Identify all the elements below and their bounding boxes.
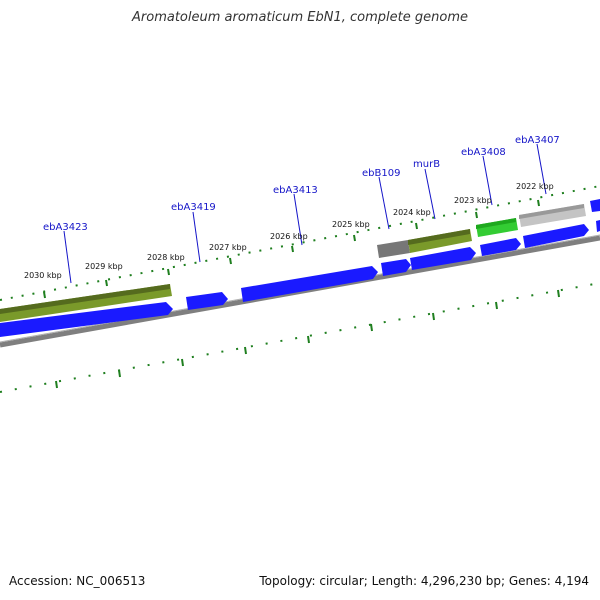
gene-track-upper [0, 199, 600, 322]
kbp-label: 2023 kbp [454, 196, 492, 205]
kbp-label: 2027 kbp [209, 243, 247, 252]
kbp-label: 2029 kbp [85, 262, 123, 271]
cds-ebA3408 [480, 238, 521, 256]
map-title: Aromatoleum aromaticum EbN1, complete ge… [132, 10, 468, 25]
cds-ebB109 [381, 259, 411, 276]
kbp-labels: 2030 kbp 2029 kbp 2028 kbp 2027 kbp 2026… [24, 182, 554, 280]
gene-label[interactable]: ebA3419 [171, 202, 216, 213]
gene-label[interactable]: ebA3408 [461, 147, 506, 158]
gene-label[interactable]: ebB109 [362, 168, 400, 179]
gene-label[interactable]: ebA3407 [515, 135, 560, 146]
cds-ebA3423 [0, 302, 173, 337]
cds-ebA3413 [241, 266, 378, 302]
kbp-label: 2022 kbp [516, 182, 554, 191]
kbp-label: 2028 kbp [147, 253, 185, 262]
gene-label[interactable]: murB [413, 159, 440, 170]
gene-labels: ebA3423 ebA3419 ebA3413 ebB109 murB ebA3… [43, 135, 560, 233]
kbp-label: 2025 kbp [332, 220, 370, 229]
kbp-label: 2026 kbp [270, 232, 308, 241]
cds-ebA3419 [186, 292, 228, 310]
gene-track-cds[interactable] [0, 220, 600, 337]
accession-text: Accession: NC_006513 [9, 574, 146, 588]
kbp-label: 2030 kbp [24, 271, 62, 280]
inner-scale-ring [0, 282, 600, 393]
label-leaders [63, 143, 547, 284]
kbp-label: 2024 kbp [393, 208, 431, 217]
gene-feature-grey-1[interactable] [377, 240, 410, 258]
topology-text: Topology: circular; Length: 4,296,230 bp… [259, 574, 589, 588]
gene-label[interactable]: ebA3413 [273, 185, 318, 196]
gene-label[interactable]: ebA3423 [43, 222, 88, 233]
outer-scale-ring [0, 185, 600, 301]
cds-murb [410, 247, 476, 270]
cds-ebA3407 [523, 224, 589, 248]
gene-feature-cds-edge-1[interactable] [590, 199, 600, 212]
cds-edge-2 [596, 220, 600, 232]
